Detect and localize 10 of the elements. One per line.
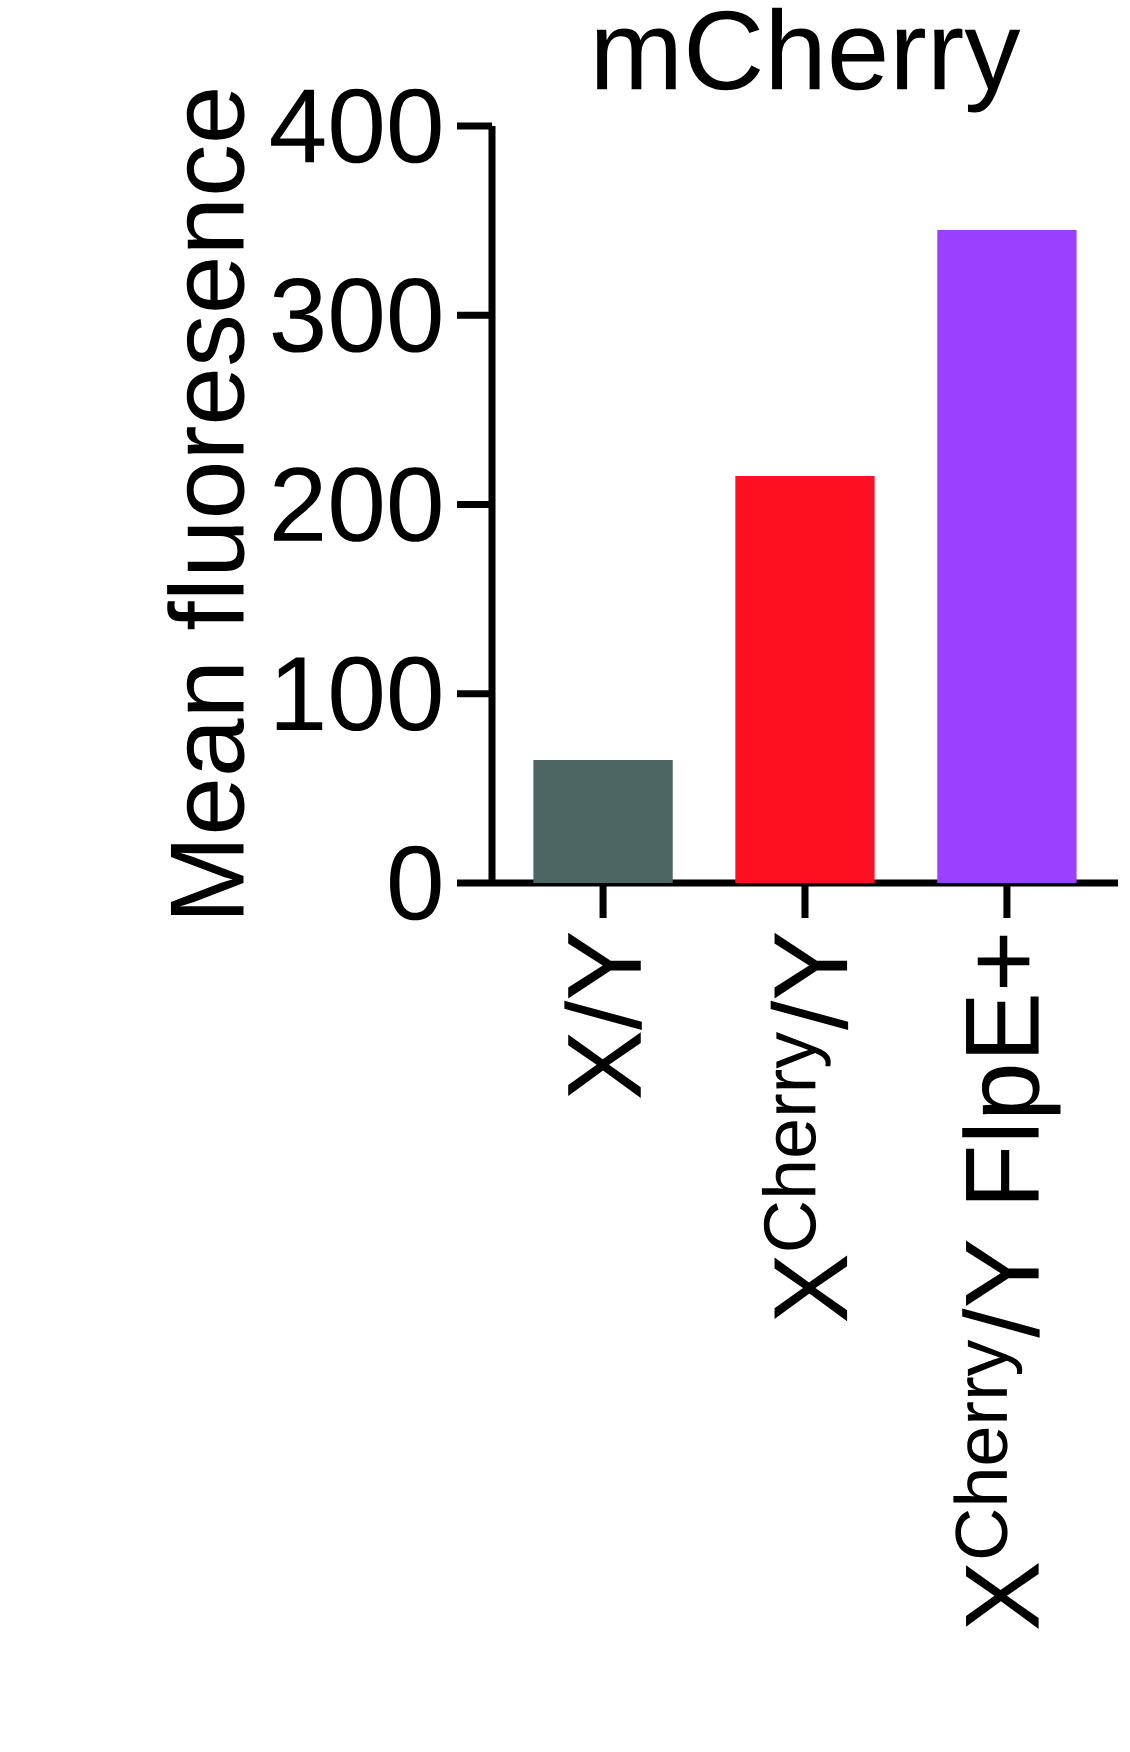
x-tick-label: X$^{Cherry}$/Y — [761, 932, 849, 1322]
y-tick-label: 0 — [390, 845, 441, 921]
y-tick-label: 100 — [276, 656, 441, 732]
y-tick-label: 200 — [273, 467, 441, 542]
y-tick-label: 300 — [272, 277, 441, 353]
x-tick-label: X/Y — [564, 932, 642, 1098]
chart-title: mCherry — [596, 7, 1021, 113]
y-axis-title: Mean fluoresence — [167, 90, 245, 915]
x-tick-label: X$^{Cherry}$/Y FlpE+ — [953, 935, 1061, 1629]
y-tick-label: 400 — [271, 88, 441, 164]
